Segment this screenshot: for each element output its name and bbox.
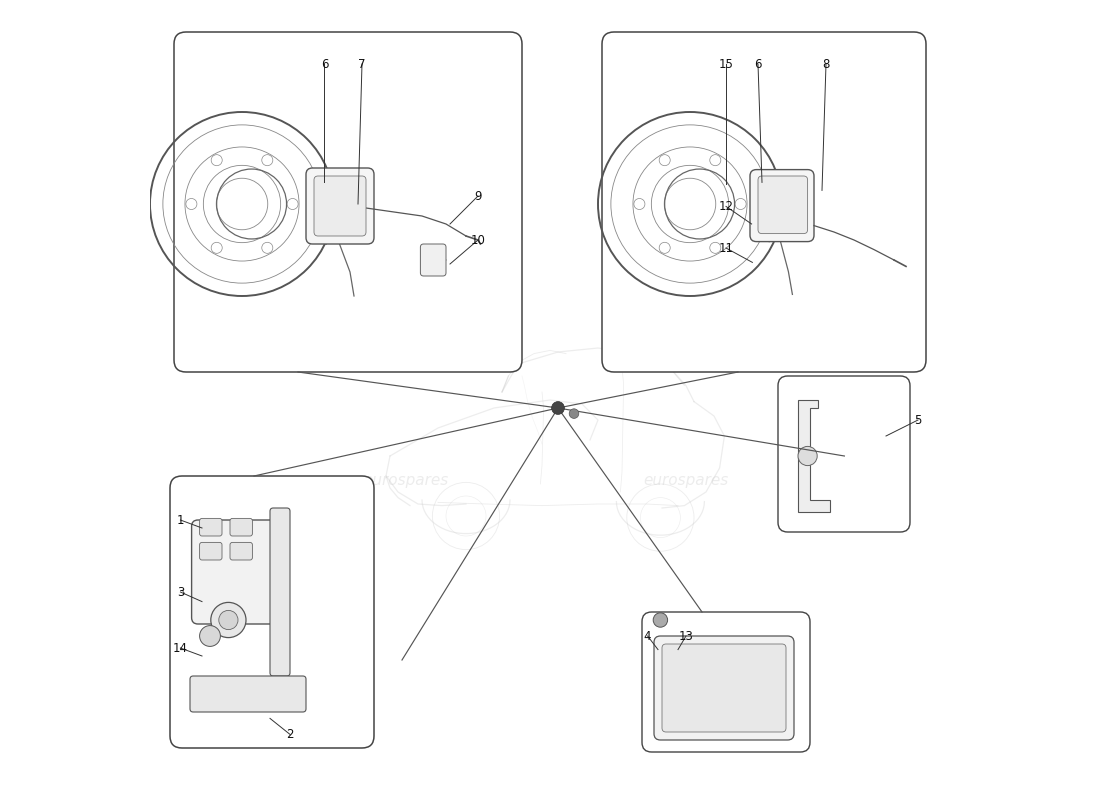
FancyBboxPatch shape <box>602 32 926 372</box>
Text: 14: 14 <box>173 642 188 654</box>
FancyBboxPatch shape <box>654 636 794 740</box>
FancyBboxPatch shape <box>758 176 807 234</box>
Circle shape <box>798 446 817 466</box>
FancyBboxPatch shape <box>190 676 306 712</box>
Text: eurospares: eurospares <box>644 473 728 487</box>
FancyBboxPatch shape <box>662 644 786 732</box>
Text: 11: 11 <box>718 242 734 254</box>
Circle shape <box>653 613 668 627</box>
Text: 8: 8 <box>823 58 829 70</box>
Text: 9: 9 <box>474 190 482 202</box>
FancyBboxPatch shape <box>170 476 374 748</box>
FancyBboxPatch shape <box>750 170 814 242</box>
Text: 13: 13 <box>679 630 693 642</box>
Circle shape <box>551 402 564 414</box>
FancyBboxPatch shape <box>199 518 222 536</box>
Circle shape <box>219 610 238 630</box>
Text: 7: 7 <box>359 58 365 70</box>
FancyBboxPatch shape <box>306 168 374 244</box>
Text: eurospares: eurospares <box>692 257 777 271</box>
Circle shape <box>211 602 246 638</box>
Text: 2: 2 <box>286 728 294 741</box>
FancyBboxPatch shape <box>314 176 366 236</box>
Text: 6: 6 <box>321 58 328 70</box>
FancyBboxPatch shape <box>191 520 279 624</box>
Text: 12: 12 <box>718 200 734 213</box>
Text: 4: 4 <box>644 630 651 642</box>
Text: 6: 6 <box>755 58 761 70</box>
Text: 15: 15 <box>718 58 734 70</box>
Text: 5: 5 <box>914 414 922 426</box>
FancyBboxPatch shape <box>230 518 252 536</box>
Circle shape <box>199 626 220 646</box>
FancyBboxPatch shape <box>199 542 222 560</box>
FancyBboxPatch shape <box>230 542 252 560</box>
Text: 1: 1 <box>177 514 184 526</box>
FancyBboxPatch shape <box>778 376 910 532</box>
Polygon shape <box>798 400 830 512</box>
Circle shape <box>569 409 579 418</box>
Text: eurospares: eurospares <box>299 257 385 271</box>
Text: 10: 10 <box>471 234 485 246</box>
Text: 3: 3 <box>177 586 184 598</box>
FancyBboxPatch shape <box>174 32 522 372</box>
FancyBboxPatch shape <box>642 612 810 752</box>
Text: eurospares: eurospares <box>363 473 449 487</box>
FancyBboxPatch shape <box>420 244 446 276</box>
FancyBboxPatch shape <box>270 508 290 676</box>
